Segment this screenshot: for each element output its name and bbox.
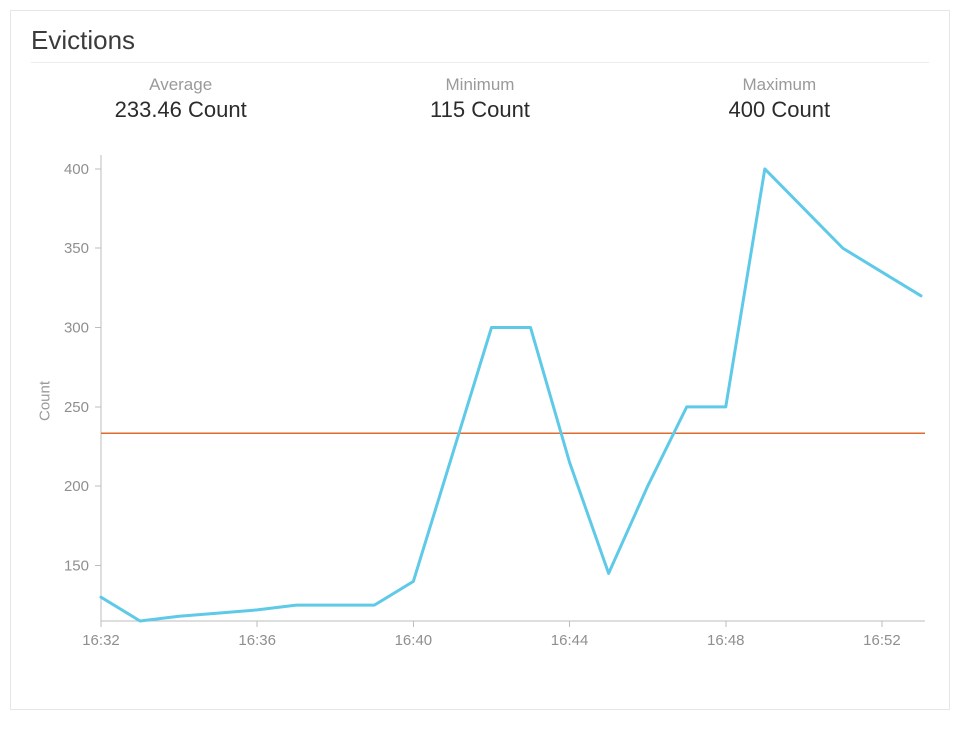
stat-maximum-value: 400 Count xyxy=(630,97,929,123)
summary-stats: Average 233.46 Count Minimum 115 Count M… xyxy=(31,75,929,123)
evictions-series-line xyxy=(101,169,921,621)
stat-average-value: 233.46 Count xyxy=(31,97,330,123)
y-axis-label: Count xyxy=(37,381,54,421)
x-tick-label: 16:48 xyxy=(707,632,745,649)
x-tick-label: 16:36 xyxy=(238,632,276,649)
y-tick-label: 400 xyxy=(64,161,89,178)
stat-maximum-label: Maximum xyxy=(630,75,929,95)
metric-panel: Evictions Average 233.46 Count Minimum 1… xyxy=(10,10,950,710)
stat-average-label: Average xyxy=(31,75,330,95)
x-tick-label: 16:44 xyxy=(551,632,589,649)
x-tick-label: 16:40 xyxy=(395,632,433,649)
y-tick-label: 300 xyxy=(64,320,89,337)
panel-title: Evictions xyxy=(31,25,929,63)
chart-area[interactable]: Count 15020025030035040016:3216:3616:401… xyxy=(31,131,929,671)
y-tick-label: 150 xyxy=(64,557,89,574)
stat-minimum-label: Minimum xyxy=(330,75,629,95)
x-tick-label: 16:32 xyxy=(82,632,120,649)
stat-minimum-value: 115 Count xyxy=(330,97,629,123)
stat-maximum: Maximum 400 Count xyxy=(630,75,929,123)
y-tick-label: 250 xyxy=(64,399,89,416)
line-chart: 150 200 250 300 350 400 16:32 16:36 16:40 16:44 16… xyxy=(31,131,931,671)
stat-average: Average 233.46 Count xyxy=(31,75,330,123)
stat-minimum: Minimum 115 Count xyxy=(330,75,629,123)
x-tick-label: 16:52 xyxy=(863,632,901,649)
y-tick-label: 200 xyxy=(64,478,89,495)
y-tick-label: 350 xyxy=(64,240,89,257)
